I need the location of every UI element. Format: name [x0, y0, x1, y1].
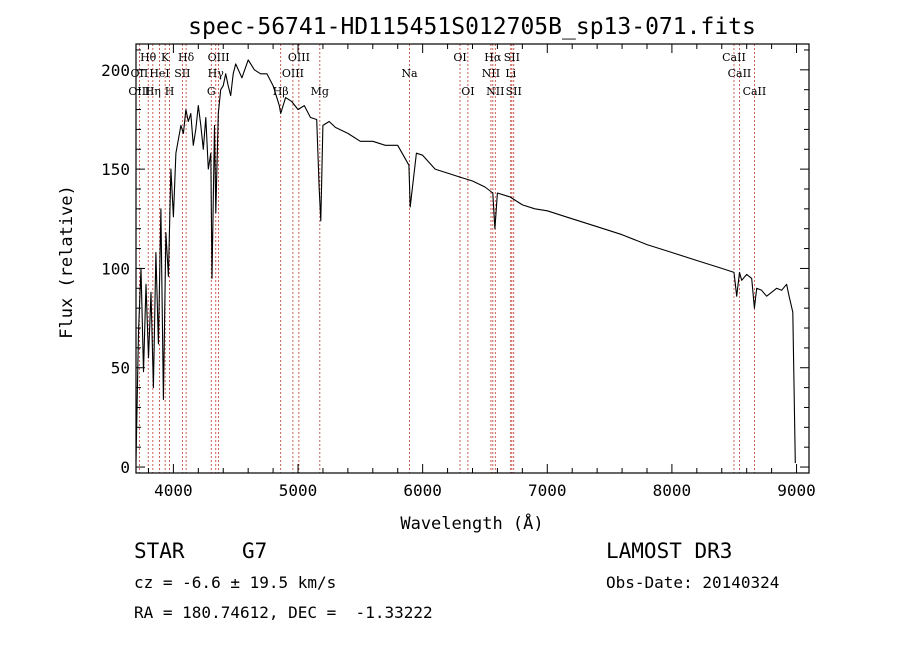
line-id-label: OI — [461, 85, 474, 98]
line-id-label: Hδ — [178, 51, 195, 64]
spectrum-series-line — [135, 59, 796, 464]
line-id-label: Hγ — [208, 67, 225, 80]
line-id-label: Li — [505, 67, 516, 80]
line-id-label: SII — [506, 85, 522, 98]
line-id-label: G — [207, 85, 216, 98]
line-id-label: NII — [482, 67, 500, 80]
line-id-label: OII — [131, 67, 149, 80]
line-labels: Hθ OII OIII K HeI Hη SII H Hδ OIII Hγ G OIII OIII Hβ Mg… — [128, 51, 766, 98]
line-id-label: Na — [401, 67, 418, 80]
y-axis-label: Flux (relative) — [57, 185, 77, 339]
plot-frame — [135, 43, 810, 474]
line-id-label: OIII — [208, 51, 230, 64]
line-id-label: CaII — [743, 85, 767, 98]
redshift-velocity: cz = -6.6 ± 19.5 km/s — [134, 573, 337, 592]
x-tick-label: 9000 — [777, 481, 816, 500]
line-id-label: Mg — [311, 85, 329, 98]
line-id-label: HeI — [149, 67, 169, 80]
y-axis: 0 50 100 150 200 — [101, 49, 809, 477]
sky-coordinates: RA = 180.74612, DEC = -1.33222 — [134, 603, 433, 622]
survey-name: LAMOST DR3 — [606, 539, 733, 563]
line-id-label: Hα — [484, 51, 502, 64]
object-class: STAR — [134, 539, 185, 563]
line-id-label: OIII — [128, 85, 150, 98]
line-id-label: Hη — [145, 85, 161, 98]
line-id-label: CaII — [728, 67, 752, 80]
x-tick-label: 8000 — [653, 481, 692, 500]
line-id-label: H — [165, 85, 175, 98]
x-tick-label: 4000 — [154, 481, 193, 500]
chart-title: spec-56741-HD115451S012705B_sp13-071.fit… — [188, 14, 756, 40]
y-tick-label: 150 — [101, 160, 130, 179]
y-tick-label: 200 — [101, 61, 130, 80]
line-id-label: K — [161, 51, 170, 64]
x-tick-label: 7000 — [528, 481, 567, 500]
line-id-label: Hθ — [140, 51, 157, 64]
x-axis: 4000 5000 6000 7000 8000 9000 — [147, 44, 816, 500]
spectral-subclass: G7 — [242, 539, 268, 563]
line-id-label: OI — [453, 51, 466, 64]
line-markers — [138, 44, 755, 473]
line-id-label: SII — [174, 67, 190, 80]
line-id-label: NII — [486, 85, 504, 98]
line-id-label: SII — [504, 51, 520, 64]
x-tick-label: 6000 — [403, 481, 442, 500]
y-tick-label: 0 — [120, 458, 130, 477]
observation-date: Obs-Date: 20140324 — [606, 573, 780, 592]
line-id-label: CaII — [722, 51, 746, 64]
line-id-label: OIII — [288, 51, 310, 64]
line-id-label: OIII — [282, 67, 304, 80]
line-id-label: Hβ — [273, 85, 289, 98]
x-axis-label: Wavelength (Å) — [400, 512, 543, 534]
y-tick-label: 50 — [111, 359, 130, 378]
x-tick-label: 5000 — [279, 481, 318, 500]
y-tick-label: 100 — [101, 259, 130, 278]
